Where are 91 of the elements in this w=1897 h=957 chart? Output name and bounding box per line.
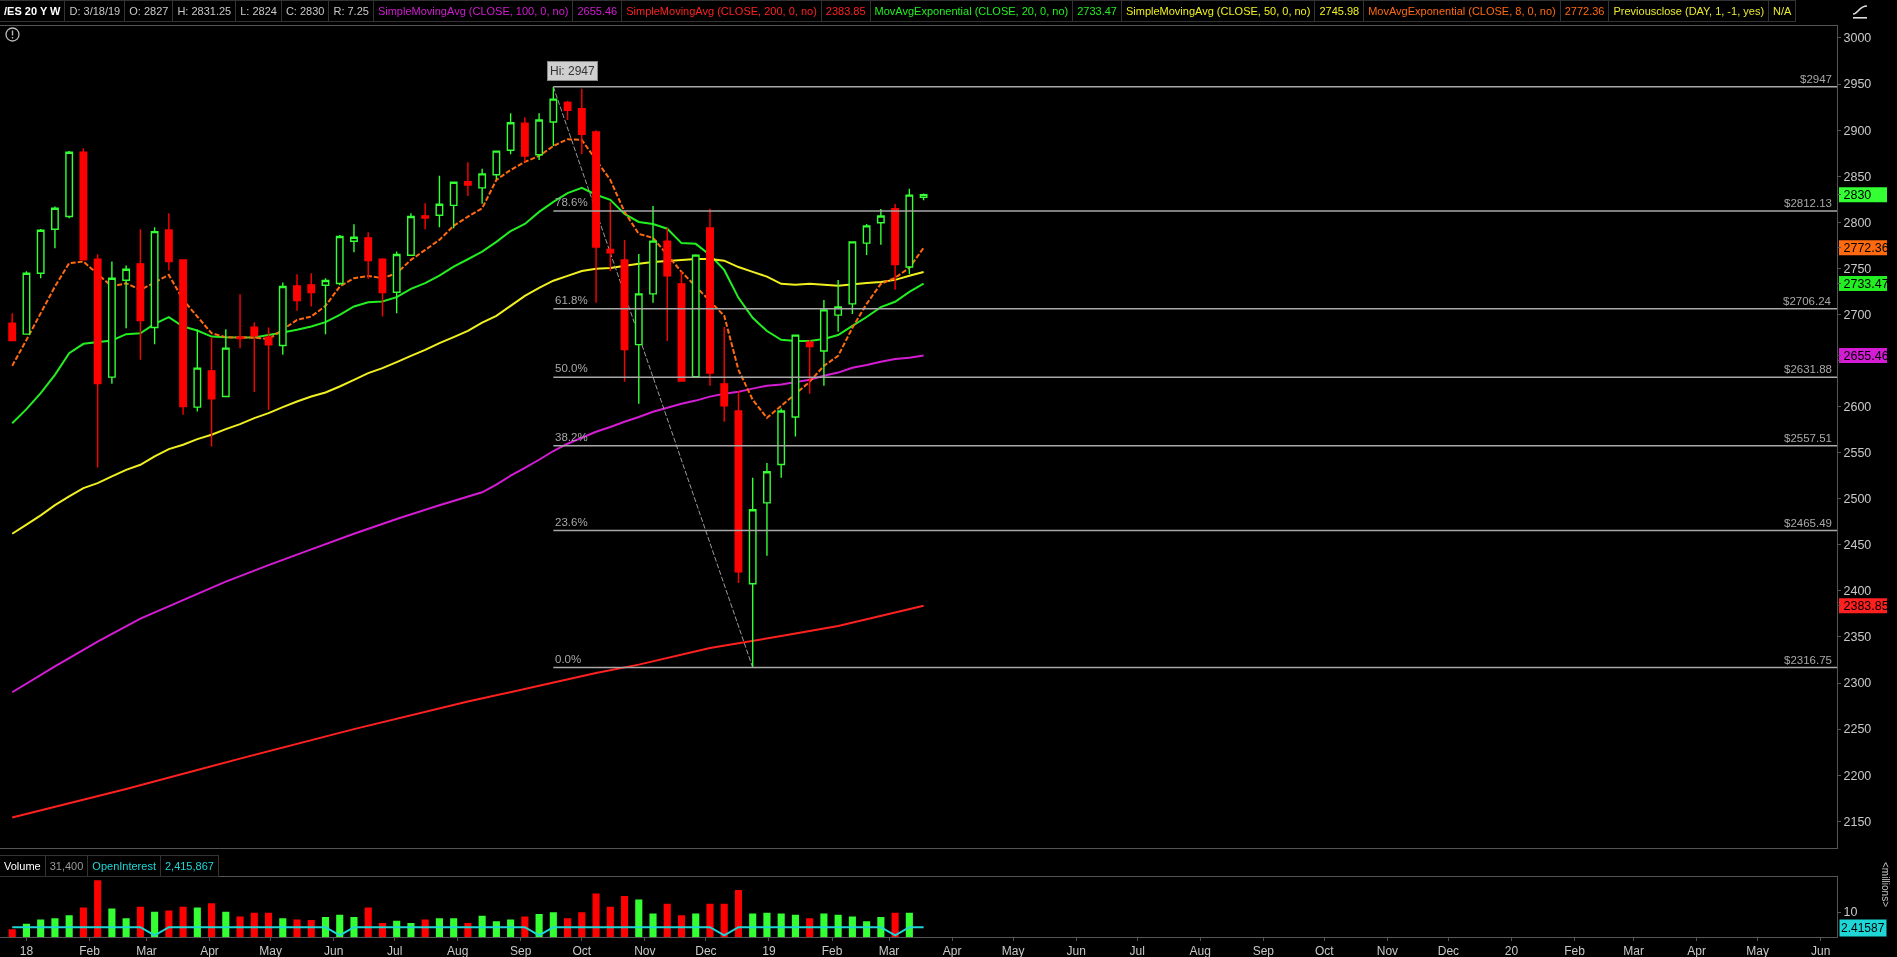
text: D: 3/18/19 (65, 0, 126, 22)
x-tick-label: Feb (79, 944, 101, 957)
text: SimpleMovingAvg (CLOSE, 50, 0, no) (1121, 0, 1316, 22)
x-tick-label: Sep (510, 944, 532, 957)
y-tick-label: 2400 (1843, 584, 1872, 599)
text: Previousclose (DAY, 1, -1, yes) (1609, 0, 1770, 22)
x-tick-label: 20 (1504, 944, 1519, 957)
x-tick-label: Nov (1376, 944, 1399, 957)
y-tick-label: 2383.85 (1843, 599, 1889, 614)
text: MovAvgExponential (CLOSE, 20, 0, no) (870, 0, 1074, 22)
y-tick-label: 3000 (1843, 31, 1872, 46)
ref-line-label: $2316.75 (1784, 654, 1832, 666)
x-tick-label: 18 (19, 944, 34, 957)
y-tick-label: 2950 (1843, 77, 1872, 92)
ref-line-label: $2557.51 (1784, 432, 1832, 444)
x-tick-label: Jul (1129, 944, 1145, 957)
text: 31,400 (45, 855, 89, 877)
x-tick-label: Aug (1189, 944, 1211, 957)
ref-line-label: $2465.49 (1784, 517, 1832, 529)
x-tick-label: Nov (634, 944, 656, 957)
y-tick-label: 2830 (1843, 188, 1872, 203)
x-tick-label: Feb (1564, 944, 1586, 957)
x-tick-label: Mar (878, 944, 900, 957)
x-tick-label: Dec (695, 944, 717, 957)
y-tick-label: 2550 (1843, 446, 1872, 461)
ref-line-label: $2947 (1800, 73, 1832, 85)
y-tick-label: 2655.46 (1843, 348, 1889, 363)
ref-line-label: $2812.13 (1784, 197, 1832, 209)
x-tick-label: Mar (136, 944, 157, 957)
x-tick-label: Oct (1315, 944, 1335, 957)
y-tick-label: 2850 (1843, 169, 1872, 184)
ref-line-label: $2631.88 (1784, 363, 1832, 375)
ref-line-label: $2706.24 (1783, 295, 1832, 307)
annotation: 50.0% (555, 362, 588, 374)
x-tick-label: Aug (447, 944, 469, 957)
x-tick-label: Jun (323, 944, 344, 957)
x-tick-label: Jun (1066, 944, 1086, 957)
text: O: 2827 (125, 0, 174, 22)
text: SimpleMovingAvg (CLOSE, 100, 0, no) (373, 0, 574, 22)
y-tick-label: 10 (1843, 905, 1858, 920)
annotation: 61.8% (555, 294, 588, 306)
y-axis-title: <millions> (1880, 862, 1891, 908)
text: N/A (1769, 0, 1797, 22)
text: R: 7.25 (329, 0, 374, 22)
y-tick-label: 2800 (1843, 215, 1872, 230)
x-tick-label: Sep (1252, 944, 1275, 957)
y-tick-label: 2750 (1843, 261, 1872, 276)
text: 2383.85 (821, 0, 871, 22)
y-tick-label: 2300 (1843, 676, 1872, 691)
x-tick-label: Oct (572, 944, 592, 957)
text: MovAvgExponential (CLOSE, 8, 0, no) (1364, 0, 1561, 22)
y-tick-label: 2733.47 (1843, 276, 1889, 291)
text: C: 2830 (281, 0, 330, 22)
y-tick-label: 2350 (1843, 630, 1872, 645)
x-tick-label: Mar (1623, 944, 1644, 957)
x-tick-label: May (1001, 944, 1025, 957)
y-tick-label: 2700 (1843, 307, 1872, 322)
x-tick-label: Jul (386, 944, 403, 957)
text: 2733.47 (1073, 0, 1122, 22)
text: 2772.36 (1560, 0, 1610, 22)
text: Volume (0, 855, 46, 877)
y-tick-label: 2150 (1843, 814, 1872, 829)
text: 2,415,867 (160, 855, 219, 877)
text: 2745.98 (1315, 0, 1365, 22)
x-tick-label: May (1746, 944, 1769, 957)
y-tick-label: 2772.36 (1843, 241, 1889, 256)
x-tick-label: May (259, 944, 282, 957)
text: OpenInterest (88, 855, 161, 877)
x-tick-label: Jun (1811, 944, 1831, 957)
annotation: 0.0% (555, 653, 582, 665)
x-tick-label: Apr (942, 944, 962, 957)
text: 2655.46 (573, 0, 623, 22)
y-tick-label: 2200 (1843, 768, 1872, 783)
text: 2.41587 (1841, 921, 1885, 935)
x-tick-label: Dec (1437, 944, 1460, 957)
annotation: 78.6% (555, 196, 588, 208)
y-tick-label: 2600 (1843, 399, 1872, 414)
text: H: 2831.25 (173, 0, 237, 22)
annotation: 23.6% (555, 516, 588, 528)
x-tick-label: Feb (821, 944, 843, 957)
y-tick-label: 2500 (1843, 492, 1872, 507)
y-tick-label: 2250 (1843, 722, 1872, 737)
x-tick-label: Apr (1687, 944, 1706, 957)
y-tick-label: 2450 (1843, 538, 1872, 553)
x-tick-label: Apr (200, 944, 219, 957)
x-tick-label: 19 (762, 944, 776, 957)
text: L: 2824 (236, 0, 282, 22)
annotation: Hi: 2947 (550, 64, 596, 78)
y-tick-label: 2900 (1843, 123, 1872, 138)
chart-title: /ES 20 Y W (0, 0, 66, 22)
text: SimpleMovingAvg (CLOSE, 200, 0, no) (622, 0, 822, 22)
